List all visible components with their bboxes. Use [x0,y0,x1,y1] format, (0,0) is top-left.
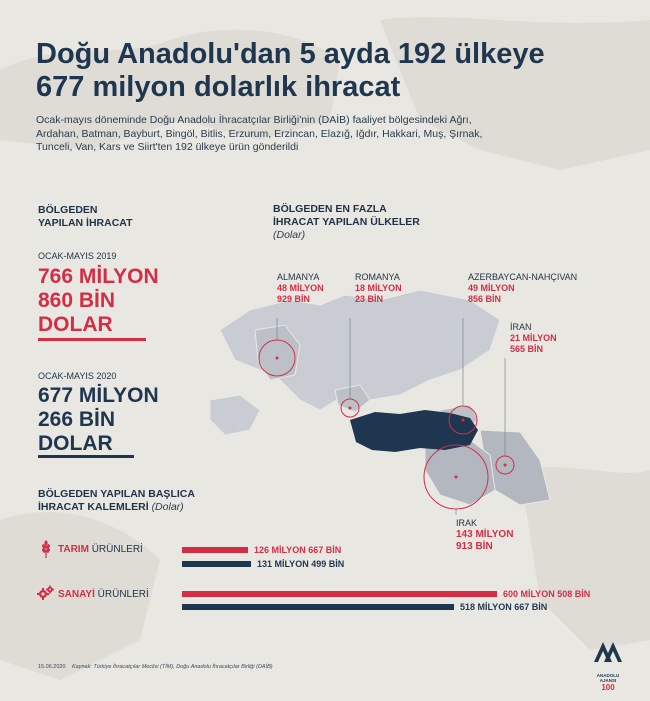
country-value-line2: 929 BİN [277,294,311,304]
category-agriculture: TARIM ÜRÜNLERİ [58,544,143,555]
aa-logo-mark [594,642,622,662]
title-line-1: Doğu Anadolu'dan 5 ayda 192 ülkeye [36,38,545,70]
country-name: İRAN [510,322,532,332]
top-countries-heading: BÖLGEDEN EN FAZLA İHRACAT YAPILAN ÜLKELE… [273,203,420,242]
footer-source: Kaynak: Türkiye İhracatçılar Meclisi (Tİ… [72,664,273,670]
bar-label-industry-2019: 600 MİLYON 508 BİN [503,589,591,599]
country-value-line1: 18 MİLYON [355,283,402,293]
footer-date: 15.06.2020 [38,664,66,670]
country-iran: İRAN 21 MİLYON 565 BİN [510,322,557,355]
country-value-line2: 856 BİN [468,294,502,304]
value-2019-line1: 766 MİLYON [38,265,159,288]
rule-2019 [38,338,146,341]
country-name: ROMANYA [355,272,400,282]
country-value-line1: 143 MİLYON [456,529,514,540]
country-value-line1: 48 MİLYON [277,283,324,293]
top-countries-heading-line2: İHRACAT YAPILAN ÜLKELER [273,216,420,228]
bar-industry-2019 [182,591,497,597]
bar-label-industry-2020: 518 MİLYON 667 BİN [460,602,548,612]
country-germany: ALMANYA 48 MİLYON 929 BİN [277,272,324,305]
export-items-heading-line2: İHRACAT KALEMLERİ [38,501,149,513]
anadolu-agency-logo: ANADOLU AJANSI 100 [588,640,628,692]
lead-text: Ocak-mayıs döneminde Doğu Anadolu İhraca… [36,114,483,153]
top-countries-heading-line1: BÖLGEDEN EN FAZLA [273,203,387,215]
country-name: AZERBAYCAN-NAHÇIVAN [468,272,578,282]
wheat-icon [42,540,50,558]
value-2019-line3: DOLAR [38,313,113,336]
country-value-line1: 49 MİLYON [468,283,515,293]
category-bold: TARIM [58,544,89,555]
value-2019-line2: 860 BİN [38,289,116,312]
country-romania: ROMANYA 18 MİLYON 23 BİN [355,272,402,305]
page-title: Doğu Anadolu'dan 5 ayda 192 ülkeye 677 m… [36,38,545,104]
export-items-heading-line1: BÖLGEDEN YAPILAN BAŞLICA [38,488,195,500]
regional-exports-heading-line2: YAPILAN İHRACAT [38,217,133,229]
value-2019: 766 MİLYON 860 BİN DOLAR [38,265,159,337]
value-2020-line1: 677 MİLYON [38,384,159,407]
logo-text: ANADOLU AJANSI [596,673,620,683]
gears-icon [37,585,54,600]
country-value-line2: 565 BİN [510,344,544,354]
bar-agriculture-2019 [182,547,248,553]
period-2020: OCAK-MAYIS 2020 [38,371,117,381]
country-value-line1: 21 MİLYON [510,333,557,343]
regional-exports-heading-line1: BÖLGEDEN [38,204,98,216]
country-value-line2: 913 BİN [456,541,493,552]
value-2020-line3: DOLAR [38,432,113,455]
country-name: IRAK [456,518,478,528]
value-2020-line2: 266 BİN [38,408,116,431]
bar-industry-2020 [182,604,454,610]
country-name: ALMANYA [277,272,320,282]
top-countries-unit: (Dolar) [273,229,306,241]
title-line-2: 677 milyon dolarlık ihracat [36,71,401,103]
country-iraq: IRAK 143 MİLYON 913 BİN [456,518,513,553]
category-rest: ÜRÜNLERİ [88,544,143,555]
bar-agriculture-2020 [182,561,251,567]
category-rest: ÜRÜNLERİ [94,589,149,600]
country-value-line2: 23 BİN [355,294,384,304]
export-items-unit: (Dolar) [151,501,184,513]
country-azerbaijan: AZERBAYCAN-NAHÇIVAN 49 MİLYON 856 BİN [468,272,577,305]
value-2020: 677 MİLYON 266 BİN DOLAR [38,384,159,456]
category-industry: SANAYİ ÜRÜNLERİ [58,589,149,600]
bar-label-agriculture-2020: 131 MİLYON 499 BİN [257,559,345,569]
regional-exports-heading: BÖLGEDEN YAPILAN İHRACAT [38,204,133,230]
category-bold: SANAYİ [58,589,95,600]
period-2019: OCAK-MAYIS 2019 [38,251,117,261]
bar-label-agriculture-2019: 126 MİLYON 667 BİN [254,545,342,555]
logo-100-mark: 100 [601,683,615,692]
turkey-map-shape [350,410,478,452]
rule-2020 [38,455,134,458]
export-items-heading: BÖLGEDEN YAPILAN BAŞLICA İHRACAT KALEMLE… [38,488,195,514]
